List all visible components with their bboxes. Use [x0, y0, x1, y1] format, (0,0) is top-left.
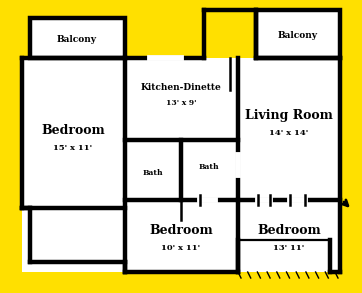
Text: 10' x 11': 10' x 11' [161, 244, 201, 252]
Text: 13' x 9': 13' x 9' [166, 99, 196, 107]
Text: Bedroom: Bedroom [257, 224, 321, 236]
Text: Bedroom: Bedroom [149, 224, 213, 236]
Bar [22, 58, 340, 272]
Text: Bath: Bath [199, 163, 219, 171]
Text: Balcony: Balcony [278, 32, 318, 40]
Text: 13' 11': 13' 11' [273, 244, 305, 252]
Text: 14' x 14': 14' x 14' [269, 129, 309, 137]
Bar [30, 18, 125, 58]
Text: Living Room: Living Room [245, 108, 333, 122]
Polygon shape [0, 0, 55, 50]
Text: Bedroom: Bedroom [41, 124, 105, 137]
Text: Bath: Bath [143, 169, 163, 177]
Text: Balcony: Balcony [57, 35, 97, 45]
Text: 15' x 11': 15' x 11' [54, 144, 93, 152]
Bar [256, 10, 340, 58]
Text: Kitchen-Dinette: Kitchen-Dinette [140, 84, 222, 93]
